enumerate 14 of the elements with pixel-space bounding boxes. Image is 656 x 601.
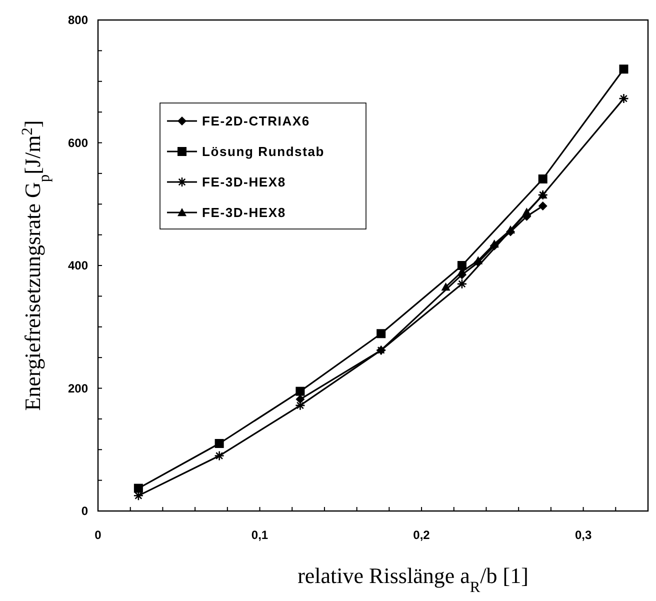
x-tick-label: 0,2: [413, 528, 430, 542]
legend-label: FE-3D-HEX8: [202, 205, 286, 220]
x-tick-label: 0: [94, 528, 102, 542]
x-tick-label: 0,3: [574, 528, 592, 542]
y-tick-label: 0: [81, 504, 88, 518]
legend-label: FE-3D-HEX8: [202, 174, 286, 190]
x-tick-label: 0,1: [251, 528, 268, 542]
legend-label: FE-2D-CTRIAX6: [202, 114, 310, 129]
y-tick-label: 200: [68, 381, 88, 396]
y-tick-label: 600: [68, 136, 88, 150]
y-tick-label: 800: [68, 13, 88, 28]
y-tick-label: 400: [68, 258, 88, 273]
legend-label: Lösung Rundstab: [202, 144, 324, 160]
x-axis-title: relative Risslänge a$_{R}$/b [1]: [298, 563, 528, 596]
